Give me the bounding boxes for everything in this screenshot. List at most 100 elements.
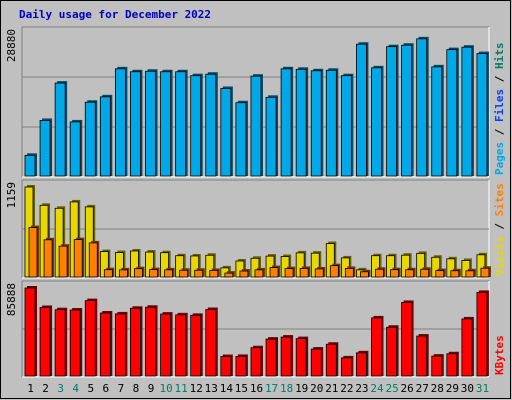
x-tick-label-day-17: 17 — [265, 382, 278, 395]
x-tick-label-day-19: 19 — [295, 382, 308, 395]
pages-bar-day-6 — [99, 94, 113, 177]
kbytes-bar-day-12 — [190, 313, 203, 377]
pages-bar-day-2 — [39, 118, 53, 177]
sites-bar-day-22 — [344, 266, 356, 278]
pages-bar-day-23 — [356, 42, 369, 177]
sites-bar-day-14 — [224, 271, 235, 278]
x-tick-label-day-29: 29 — [446, 382, 459, 395]
panel-hits-ymax-label: 28880 — [5, 29, 18, 62]
kbytes-bar-day-2 — [39, 305, 53, 377]
pages-bar-day-31 — [476, 51, 489, 177]
panel-kbytes-legend: KBytes — [493, 335, 506, 375]
x-tick-label-day-31: 31 — [476, 382, 489, 395]
pages-bar-day-20 — [310, 68, 324, 177]
legend-pages: Pages — [493, 142, 506, 175]
x-tick-label-day-30: 30 — [461, 382, 474, 395]
x-tick-label-day-5: 5 — [87, 382, 94, 395]
pages-bar-day-12 — [190, 73, 203, 177]
x-tick-label-day-20: 20 — [310, 382, 323, 395]
sites-bar-day-1 — [28, 225, 39, 278]
kbytes-bar-day-15 — [235, 354, 248, 377]
kbytes-bar-day-25 — [386, 325, 399, 377]
x-tick-label-day-7: 7 — [118, 382, 125, 395]
sites-bar-day-4 — [73, 237, 85, 278]
pages-bar-day-18 — [280, 66, 294, 177]
chart-title: Daily usage for December 2022 — [19, 8, 212, 21]
kbytes-bar-day-27 — [416, 334, 429, 377]
pages-bar-day-22 — [340, 73, 354, 177]
x-tick-label-day-12: 12 — [190, 382, 203, 395]
sites-bar-day-25 — [390, 267, 401, 278]
kbytes-bar-day-17 — [265, 337, 279, 377]
sites-bar-day-24 — [375, 267, 386, 278]
sites-bar-day-28 — [435, 268, 446, 278]
pages-bar-day-1 — [24, 153, 37, 177]
pages-bar-day-11 — [175, 69, 188, 177]
x-tick-label-day-22: 22 — [340, 382, 353, 395]
kbytes-bar-day-5 — [84, 298, 98, 377]
sites-bar-day-26 — [405, 267, 416, 278]
sites-bar-day-19 — [299, 266, 311, 278]
kbytes-bar-day-7 — [114, 311, 128, 377]
legend-separator: / — [493, 216, 506, 236]
legend-sites: Sites — [493, 183, 506, 216]
pages-bar-day-25 — [386, 44, 399, 177]
x-tick-label-day-26: 26 — [401, 382, 414, 395]
kbytes-bar-day-22 — [340, 355, 354, 377]
pages-bar-day-24 — [371, 65, 384, 177]
kbytes-bar-day-4 — [69, 308, 83, 377]
sites-bar-day-31 — [480, 266, 491, 278]
kbytes-bar-day-1 — [24, 286, 37, 377]
kbytes-bar-day-14 — [220, 354, 233, 377]
kbytes-bar-day-24 — [371, 315, 384, 377]
x-tick-label-day-13: 13 — [205, 382, 218, 395]
legend-hits: Hits — [493, 43, 506, 70]
x-tick-label-day-9: 9 — [148, 382, 155, 395]
sites-bar-day-27 — [420, 267, 431, 278]
sites-bar-day-11 — [179, 268, 190, 278]
kbytes-bar-day-3 — [54, 307, 68, 377]
kbytes-bar-day-9 — [145, 305, 158, 377]
pages-bar-day-14 — [220, 86, 233, 177]
kbytes-bar-day-13 — [205, 307, 218, 377]
x-tick-label-day-3: 3 — [57, 382, 64, 395]
sites-bar-day-7 — [118, 267, 130, 278]
sites-bar-day-29 — [450, 268, 461, 278]
sites-bar-day-30 — [465, 268, 476, 278]
legend-kbytes: KBytes — [493, 335, 506, 375]
kbytes-bar-day-29 — [446, 351, 459, 377]
sites-bar-day-16 — [254, 267, 265, 278]
x-tick-label-day-23: 23 — [355, 382, 368, 395]
kbytes-bar-day-28 — [431, 354, 444, 377]
pages-bar-day-16 — [250, 74, 263, 177]
sites-bar-day-18 — [284, 266, 296, 278]
sites-bar-day-5 — [88, 240, 100, 278]
pages-bar-day-9 — [145, 69, 158, 177]
pages-bar-day-8 — [130, 69, 143, 177]
pages-bar-day-27 — [416, 36, 429, 177]
sites-bar-day-8 — [134, 266, 145, 278]
sites-bar-day-23 — [360, 269, 371, 278]
panel-hits-legend: Pages / Files / Hits — [493, 43, 506, 176]
x-tick-label-day-18: 18 — [280, 382, 293, 395]
pages-bar-day-26 — [401, 43, 414, 177]
x-tick-label-day-11: 11 — [175, 382, 188, 395]
pages-bar-day-4 — [69, 119, 83, 177]
panel-visits-ymax-label: 1159 — [5, 182, 18, 209]
x-tick-label-day-14: 14 — [220, 382, 234, 395]
pages-bar-day-28 — [431, 64, 444, 177]
x-tick-label-day-15: 15 — [235, 382, 248, 395]
pages-bar-day-30 — [461, 45, 474, 177]
pages-bar-day-21 — [325, 68, 339, 177]
pages-bar-day-3 — [54, 81, 68, 177]
legend-files: Files — [493, 89, 506, 122]
x-tick-label-day-8: 8 — [133, 382, 140, 395]
kbytes-bar-day-30 — [461, 316, 474, 377]
panel-visits-legend: Visits / Sites — [493, 183, 506, 276]
kbytes-bar-day-18 — [280, 335, 294, 377]
sites-bar-day-2 — [43, 237, 55, 278]
pages-bar-day-19 — [295, 67, 309, 177]
kbytes-bar-day-26 — [401, 300, 414, 377]
sites-bar-day-15 — [239, 269, 250, 278]
